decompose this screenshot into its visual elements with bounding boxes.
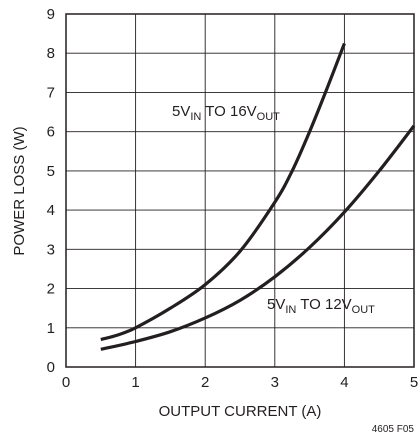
- x-tick-label: 5: [410, 374, 418, 391]
- series-label-12v: 5VIN TO 12VOUT: [267, 296, 375, 316]
- x-tick-label: 2: [201, 374, 209, 391]
- y-axis-title: POWER LOSS (W): [11, 126, 28, 255]
- y-tick-labels: 0 1 2 3 4 5 6 7 8 9: [47, 6, 55, 376]
- x-tick-label: 4: [340, 374, 348, 391]
- y-tick-label: 7: [47, 84, 55, 101]
- x-axis-title: OUTPUT CURRENT (A): [159, 403, 322, 420]
- y-tick-label: 4: [47, 202, 55, 219]
- y-tick-label: 2: [47, 281, 55, 298]
- y-tick-label: 8: [47, 45, 55, 62]
- y-tick-label: 9: [47, 6, 55, 23]
- x-tick-label: 0: [62, 374, 70, 391]
- series-5vin-to-12vout-line: [100, 124, 416, 351]
- y-tick-label: 3: [47, 241, 55, 258]
- data-series: [100, 42, 416, 351]
- x-tick-label: 1: [131, 374, 139, 391]
- y-tick-label: 5: [47, 163, 55, 180]
- series-label-16v: 5VIN TO 16VOUT: [172, 103, 280, 123]
- y-tick-label: 1: [47, 320, 55, 337]
- y-tick-label: 0: [47, 359, 55, 376]
- plot-frame: [65, 13, 415, 368]
- y-tick-label: 6: [47, 124, 55, 141]
- x-tick-labels: 0 1 2 3 4 5: [62, 374, 418, 391]
- series-5vin-to-16vout-line: [100, 42, 346, 342]
- x-tick-label: 3: [271, 374, 279, 391]
- figure-code: 4605 F05: [372, 424, 415, 435]
